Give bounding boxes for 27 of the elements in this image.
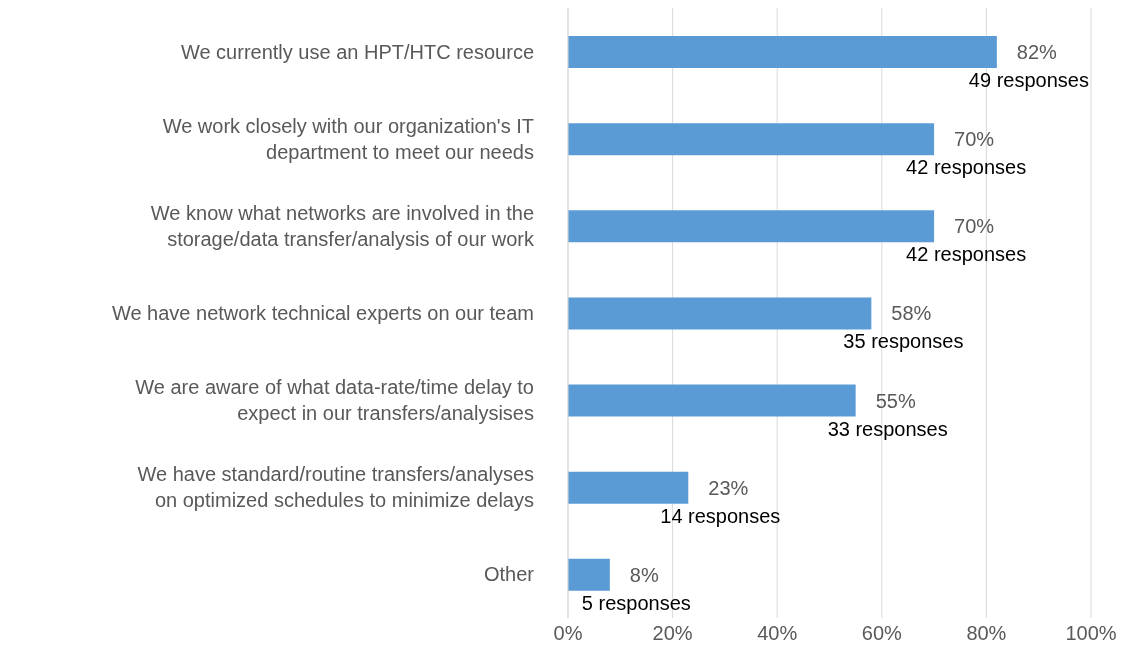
x-tick-label: 0% — [553, 622, 583, 645]
data-label: 8% 5 responses — [581, 563, 691, 614]
data-label: 82% 49 responses — [968, 41, 1089, 91]
data-label: 70% 42 responses — [906, 128, 1027, 179]
bar — [568, 123, 935, 156]
bar — [568, 558, 610, 591]
bar — [568, 36, 997, 68]
y-tick-label: Other — [483, 563, 535, 586]
x-tick-label: 40% — [757, 622, 798, 645]
y-tick-label: We have network technical experts on our team — [111, 302, 534, 324]
bar — [568, 471, 689, 504]
x-tick-label: 60% — [861, 622, 903, 645]
data-label: 58% 35 responses — [843, 302, 964, 353]
y-tick-label: We are aware of what data-rate/time delay to expect in our transfers/analysises — [135, 376, 534, 425]
data-label: 70% 42 responses — [906, 215, 1027, 266]
y-tick-label: We work closely with our organization's IT department to meet our needs — [162, 114, 534, 163]
bar — [568, 297, 872, 330]
bar — [568, 210, 935, 243]
x-tick-label: 100% — [1065, 622, 1117, 645]
x-tick-label: 80% — [966, 622, 1007, 645]
y-tick-label: We currently use an HPT/HTC resource — [180, 40, 534, 63]
bar — [568, 384, 856, 417]
x-tick-label: 20% — [652, 622, 693, 645]
y-tick-label: We know what networks are involved in the storage/data transfer/analysis of our work — [150, 201, 535, 250]
y-tick-label: We have standard/routine transfers/analyses on optimized schedules to minimize delays — [137, 463, 534, 512]
data-label: 23% 14 responses — [660, 476, 781, 527]
data-label: 55% 33 responses — [827, 389, 948, 440]
